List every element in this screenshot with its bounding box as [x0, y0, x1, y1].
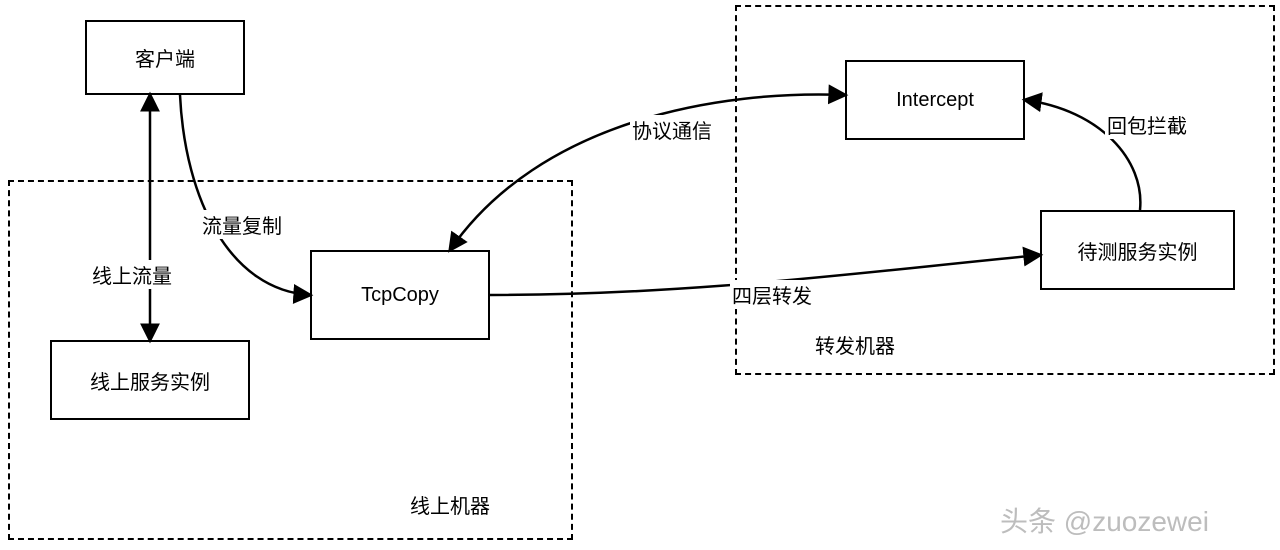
node-client: 客户端 [85, 20, 245, 95]
group-online-machine-label: 线上机器 [410, 490, 490, 519]
edge-label-response-intercept: 回包拦截 [1105, 110, 1189, 139]
node-intercept: Intercept [845, 60, 1025, 140]
node-online-service: 线上服务实例 [50, 340, 250, 420]
edge-label-online-traffic: 线上流量 [90, 260, 174, 289]
edge-label-protocol-comm: 协议通信 [630, 115, 714, 144]
node-tcpcopy-label: TcpCopy [361, 284, 439, 307]
node-intercept-label: Intercept [896, 89, 974, 112]
edge-label-traffic-copy: 流量复制 [200, 210, 284, 239]
group-forward-machine-label: 转发机器 [815, 330, 895, 359]
node-target-service-label: 待测服务实例 [1078, 236, 1198, 265]
edge-label-l4-forward: 四层转发 [730, 280, 814, 309]
node-client-label: 客户端 [135, 43, 195, 72]
node-tcpcopy: TcpCopy [310, 250, 490, 340]
node-target-service: 待测服务实例 [1040, 210, 1235, 290]
watermark-text: 头条 @zuozewei [1000, 500, 1209, 540]
node-online-service-label: 线上服务实例 [90, 366, 210, 395]
